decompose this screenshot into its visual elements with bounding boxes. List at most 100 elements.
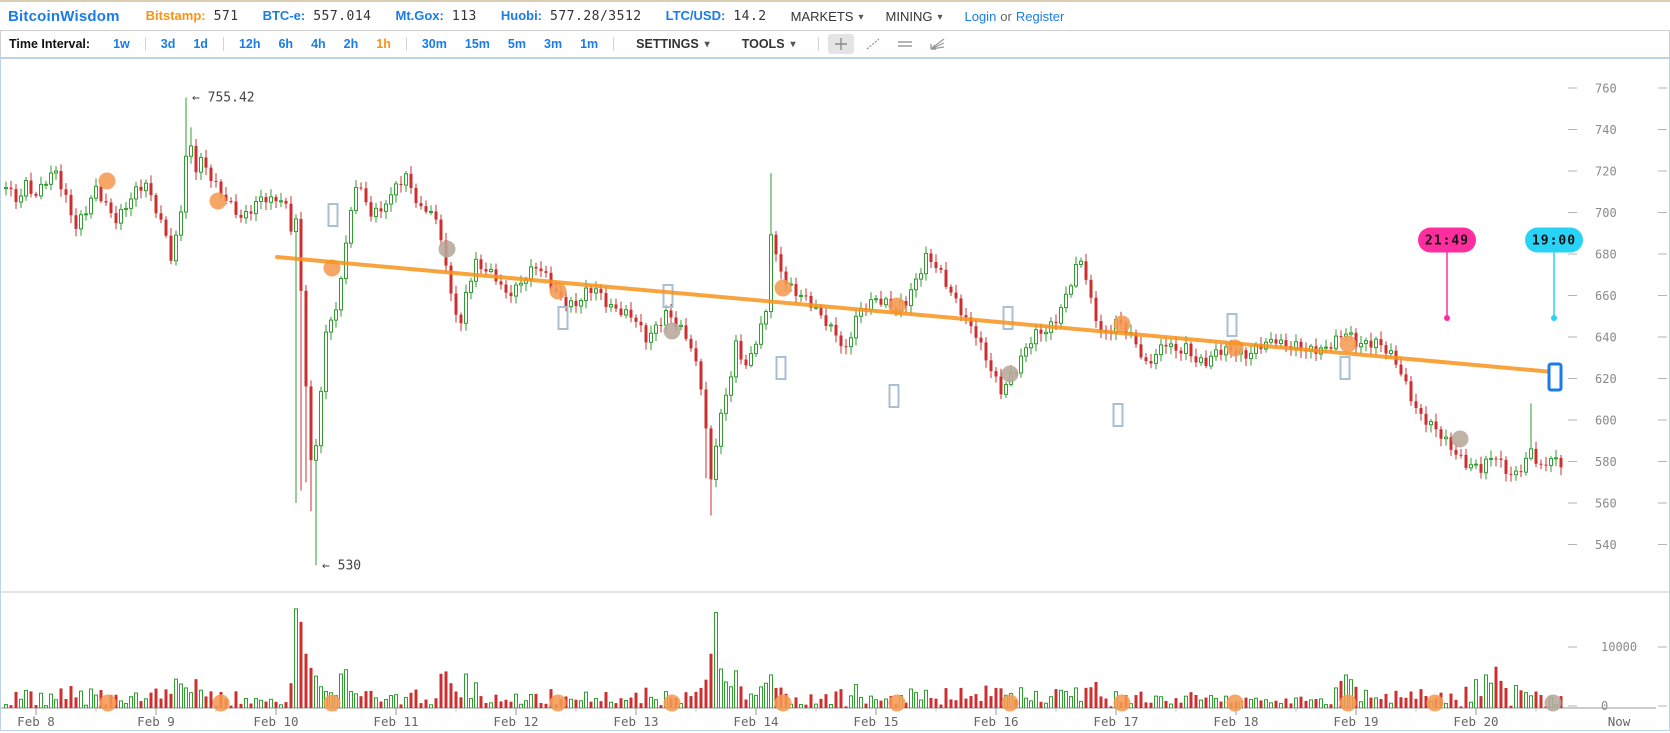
ticker-mtgox[interactable]: Mt.Gox: 113 (395, 8, 476, 24)
auth-or-text: or (1000, 8, 1012, 24)
interval-4h[interactable]: 4h (311, 37, 326, 51)
trendline-drawing[interactable] (275, 255, 1563, 392)
svg-text:600: 600 (1595, 414, 1617, 428)
ticker-label: BTC-e: (262, 8, 306, 23)
login-link[interactable]: Login (964, 8, 997, 24)
svg-text:700: 700 (1595, 206, 1617, 220)
interval-1m[interactable]: 1m (580, 37, 599, 51)
chevron-down-icon: ▾ (858, 11, 864, 23)
svg-text:540: 540 (1595, 538, 1617, 552)
svg-text:620: 620 (1595, 372, 1617, 386)
chevron-down-icon: ▾ (790, 39, 796, 50)
price-axis: 760 740 720 700 680 660 640 620 600 580 560 540 (1568, 82, 1667, 552)
date-axis: Feb 8 Feb 9 Feb 10 Feb 11 Feb 12 Feb 13 Feb 14… (17, 708, 1631, 729)
svg-text:Feb 18: Feb 18 (1213, 714, 1258, 729)
ticker-bitstamp[interactable]: Bitstamp: 571 (146, 8, 239, 24)
time-interval-toolbar: Time Interval: 1w 3d 1d 12h 6h 4h 2h 1h … (0, 30, 1670, 58)
interval-1h-active[interactable]: 1h (376, 37, 391, 51)
settings-menu[interactable]: SETTINGS ▾ (636, 37, 710, 51)
ticker-ltcusd[interactable]: LTC/USD: 14.2 (666, 8, 767, 24)
svg-text:640: 640 (1595, 331, 1617, 345)
svg-text:Feb 10: Feb 10 (253, 714, 298, 729)
volume-axis: 10000 0 (1568, 640, 1667, 713)
svg-text:760: 760 (1595, 82, 1617, 96)
interval-5m[interactable]: 5m (507, 37, 526, 51)
svg-text:Feb 20: Feb 20 (1453, 714, 1498, 729)
interval-1d[interactable]: 1d (193, 37, 208, 51)
svg-text:Feb 16: Feb 16 (973, 714, 1018, 729)
mining-menu[interactable]: MINING ▾ (885, 8, 943, 24)
chevron-down-icon: ▾ (937, 11, 943, 23)
ticker-value: 113 (451, 9, 477, 24)
svg-text:Feb 14: Feb 14 (733, 714, 778, 729)
ticker-huobi[interactable]: Huobi: 577.28/3512 (501, 8, 642, 24)
interval-3d[interactable]: 3d (160, 37, 176, 51)
interval-15m[interactable]: 15m (464, 37, 490, 51)
svg-text:Feb 8: Feb 8 (17, 714, 55, 729)
svg-text:Feb 13: Feb 13 (613, 714, 658, 729)
svg-text:Feb 11: Feb 11 (373, 714, 418, 729)
price-volume-chart[interactable]: 760 740 720 700 680 660 640 620 600 580 560 540 1000… (0, 58, 1670, 733)
tools-menu[interactable]: TOOLS ▾ (741, 37, 796, 51)
divider (222, 37, 224, 51)
svg-text:0: 0 (1601, 699, 1608, 713)
svg-text:Feb 17: Feb 17 (1093, 714, 1138, 729)
alert-flag-2149[interactable]: 21:49 (1418, 227, 1476, 322)
svg-text:Feb 9: Feb 9 (137, 714, 175, 729)
ticker-btce[interactable]: BTC-e: 557.014 (263, 8, 372, 24)
svg-text:720: 720 (1595, 165, 1617, 179)
svg-text:10000: 10000 (1601, 640, 1637, 654)
svg-text:Now: Now (1608, 714, 1631, 729)
chevron-down-icon: ▾ (704, 39, 710, 50)
alert-flag-1900[interactable]: 19:00 (1525, 227, 1583, 322)
svg-text:← 755.42: ← 755.42 (192, 91, 255, 106)
svg-text:580: 580 (1595, 455, 1617, 469)
app-header: BitcoinWisdom Bitstamp: 571 BTC-e: 557.014… (0, 2, 1670, 30)
interval-1w[interactable]: 1w (113, 37, 130, 51)
time-interval-label: Time Interval: (9, 37, 91, 51)
ticker-label: Mt.Gox: (395, 8, 444, 23)
svg-text:← 530: ← 530 (322, 558, 361, 573)
crosshair-icon[interactable] (827, 34, 854, 54)
interval-2h[interactable]: 2h (343, 37, 359, 51)
interval-6h[interactable]: 6h (278, 37, 294, 51)
divider (613, 37, 615, 51)
trendline-icon[interactable] (860, 34, 886, 54)
ticker-value: 557.014 (313, 9, 372, 24)
ticker-label: Huobi: (500, 8, 543, 23)
ticker-value: 14.2 (733, 9, 767, 24)
svg-text:740: 740 (1595, 123, 1617, 137)
chart-frame (0, 58, 1670, 731)
register-link[interactable]: Register (1015, 8, 1065, 24)
app-logo[interactable]: BitcoinWisdom (8, 7, 120, 25)
divider (817, 37, 819, 51)
svg-text:660: 660 (1595, 289, 1617, 303)
interval-3m[interactable]: 3m (544, 37, 563, 51)
svg-text:21:49: 21:49 (1425, 234, 1469, 249)
trendline-handle[interactable] (1547, 362, 1563, 392)
price-annotations: ← 755.42 ← 530 (192, 91, 361, 574)
candles (4, 97, 1563, 566)
signal-markers (98, 172, 1562, 712)
svg-text:Feb 19: Feb 19 (1333, 714, 1378, 729)
auth-links: Login or Register (964, 9, 1064, 24)
fan-lines-icon[interactable] (924, 34, 950, 54)
ticker-value: 577.28/3512 (550, 9, 642, 24)
horizontal-line-icon[interactable] (892, 34, 918, 54)
svg-text:680: 680 (1595, 248, 1617, 262)
svg-text:560: 560 (1595, 497, 1617, 511)
volume-bars (4, 608, 1563, 708)
ticker-label: Bitstamp: (145, 8, 206, 23)
svg-text:Feb 15: Feb 15 (853, 714, 898, 729)
chart-area: 760 740 720 700 680 660 640 620 600 580 560 540 1000… (0, 58, 1670, 733)
interval-30m[interactable]: 30m (421, 37, 447, 51)
markets-menu[interactable]: MARKETS ▾ (790, 8, 864, 24)
svg-text:Feb 12: Feb 12 (493, 714, 538, 729)
pattern-boxes (327, 203, 1351, 427)
divider (405, 37, 407, 51)
svg-text:19:00: 19:00 (1532, 234, 1576, 249)
interval-12h[interactable]: 12h (238, 37, 261, 51)
divider (144, 37, 146, 51)
ticker-label: LTC/USD: (665, 8, 726, 23)
